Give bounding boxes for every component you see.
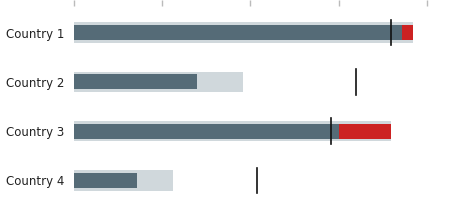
- Bar: [74, 75, 197, 89]
- Bar: [402, 25, 413, 40]
- Bar: [74, 124, 338, 138]
- Bar: [74, 22, 413, 43]
- Bar: [74, 25, 402, 40]
- Bar: [74, 170, 172, 191]
- Bar: [338, 124, 392, 138]
- Bar: [74, 173, 137, 188]
- Bar: [74, 72, 243, 92]
- Bar: [74, 121, 392, 141]
